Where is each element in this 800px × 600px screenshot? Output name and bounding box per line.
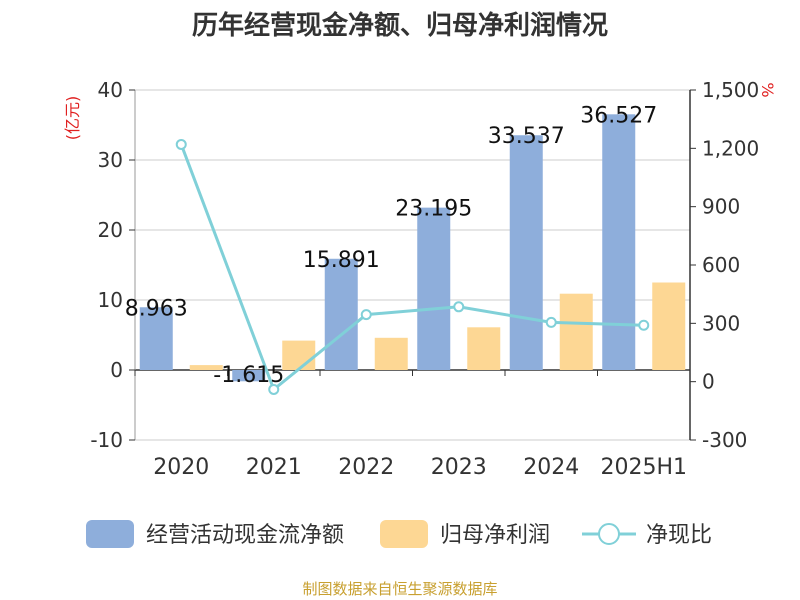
right-tick-label: 1,500 [702, 78, 759, 102]
legend-label-ratio: 净现比 [646, 523, 712, 548]
left-tick-label: 0 [110, 358, 123, 382]
right-axis-unit: % [758, 82, 777, 97]
left-tick-label: 10 [98, 288, 123, 312]
right-tick-label: 600 [702, 253, 740, 277]
right-tick-label: 300 [702, 311, 740, 335]
x-tick-label: 2025H1 [600, 455, 687, 480]
net-profit-bar [467, 327, 501, 370]
right-tick-label: 900 [702, 195, 740, 219]
cash-flow-value-label: 36.527 [580, 103, 657, 128]
net-profit-bar [559, 293, 593, 370]
ratio-line-path [179, 143, 644, 392]
right-tick-label: 1,200 [702, 136, 759, 160]
legend-swatch-cash-flow [86, 520, 134, 548]
ratio-point [545, 316, 557, 328]
net-profit-bar [282, 340, 316, 370]
ratio-point [638, 319, 650, 331]
x-tick-label: 2020 [153, 455, 209, 480]
legend-swatch-ratio-marker [598, 523, 620, 545]
legend: 经营活动现金流净额 归母净利润 净现比 [86, 520, 712, 548]
net-profit-bar [189, 365, 223, 370]
cash-flow-value-label: 15.891 [303, 248, 380, 273]
net-profit-bar [652, 282, 686, 370]
cash-flow-value-label: 8.963 [125, 296, 188, 321]
x-tick-label: 2023 [431, 455, 487, 480]
source-note: 制图数据来自恒生聚源数据库 [302, 580, 497, 598]
left-tick-label: 20 [98, 218, 123, 242]
data-labels: 8.963 -1.615 15.891 23.195 33.537 36.527 [125, 103, 657, 388]
right-tick-label: -300 [702, 428, 747, 452]
right-axis: -300 0 300 600 900 1,200 1,500 [690, 78, 759, 452]
ratio-point [453, 301, 465, 313]
left-axis-unit: (亿元) [63, 96, 82, 141]
cash-flow-bar [139, 307, 173, 370]
x-tick-label: 2024 [523, 455, 579, 480]
cash-flow-bar [509, 135, 543, 370]
cash-flow-value-label: -1.615 [213, 363, 284, 388]
legend-label-net-profit: 归母净利润 [440, 523, 550, 548]
right-tick-label: 0 [702, 370, 715, 394]
net-profit-bar [374, 337, 408, 370]
left-tick-label: 30 [98, 148, 123, 172]
cash-flow-bar [602, 114, 636, 370]
chart-title: 历年经营现金净额、归母净利润情况 [192, 10, 608, 41]
legend-label-cash-flow: 经营活动现金流净额 [146, 523, 344, 548]
cash-flow-value-label: 23.195 [395, 197, 472, 222]
x-tick-label: 2022 [338, 455, 394, 480]
left-tick-label: 40 [98, 78, 123, 102]
left-tick-label: -10 [90, 428, 123, 452]
bars [139, 114, 686, 382]
cash-flow-bar [324, 258, 358, 370]
left-axis: -10 0 10 20 30 40 [90, 78, 135, 452]
cash-flow-bar [417, 207, 451, 370]
legend-swatch-net-profit [380, 520, 428, 548]
x-axis: 2020 2021 2022 2023 2024 2025H1 [134, 370, 691, 480]
ratio-point [268, 383, 280, 395]
ratio-point [360, 309, 372, 321]
ratio-line [175, 138, 650, 395]
ratio-point [175, 138, 187, 150]
cash-flow-bar [232, 370, 266, 382]
cash-flow-value-label: 33.537 [488, 124, 565, 149]
x-tick-label: 2021 [246, 455, 302, 480]
